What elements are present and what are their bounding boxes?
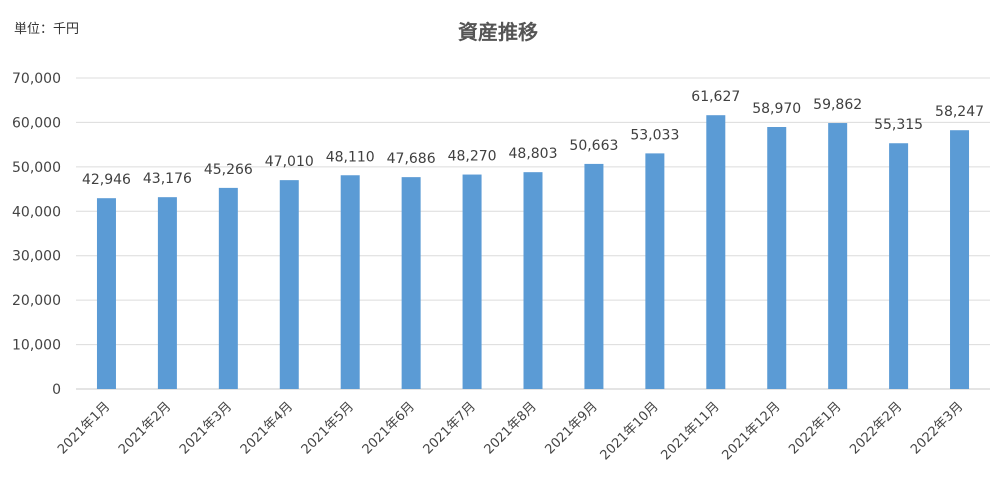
bar bbox=[767, 127, 787, 390]
data-label: 53,033 bbox=[630, 127, 679, 143]
data-label: 58,970 bbox=[752, 101, 801, 117]
data-label: 58,247 bbox=[935, 104, 984, 120]
bar bbox=[645, 153, 665, 389]
data-label: 55,315 bbox=[874, 117, 923, 133]
x-tick-label: 2022年2月 bbox=[847, 399, 905, 457]
y-tick-label: 0 bbox=[52, 382, 61, 398]
x-tick-label: 2021年5月 bbox=[299, 399, 357, 457]
data-label: 50,663 bbox=[569, 138, 618, 154]
bar bbox=[706, 115, 726, 389]
bar bbox=[828, 123, 848, 389]
bar bbox=[889, 143, 909, 389]
y-tick-label: 60,000 bbox=[12, 115, 61, 131]
x-tick-label: 2021年1月 bbox=[55, 399, 113, 457]
x-tick-label: 2021年2月 bbox=[116, 399, 174, 457]
data-label: 48,270 bbox=[448, 149, 497, 165]
chart-title: 資産推移 bbox=[458, 20, 538, 44]
bar bbox=[157, 197, 177, 389]
bar bbox=[950, 130, 970, 389]
y-tick-label: 20,000 bbox=[12, 293, 61, 309]
x-tick-label: 2021年12月 bbox=[719, 399, 783, 463]
data-label: 42,946 bbox=[82, 172, 131, 188]
x-tick-label: 2021年11月 bbox=[659, 399, 723, 463]
data-label: 47,686 bbox=[387, 151, 436, 167]
data-label: 61,627 bbox=[691, 89, 740, 105]
y-tick-label: 30,000 bbox=[12, 249, 61, 265]
data-label: 43,176 bbox=[143, 171, 192, 187]
y-tick-label: 40,000 bbox=[12, 204, 61, 220]
y-tick-label: 50,000 bbox=[12, 160, 61, 176]
data-label: 45,266 bbox=[204, 162, 253, 178]
bar bbox=[340, 175, 360, 389]
bar bbox=[462, 174, 482, 389]
x-tick-label: 2021年4月 bbox=[238, 399, 296, 457]
unit-label: 単位：千円 bbox=[14, 22, 80, 37]
x-tick-label: 2021年9月 bbox=[543, 399, 601, 457]
bar bbox=[279, 180, 299, 389]
x-tick-label: 2021年8月 bbox=[482, 399, 540, 457]
data-label: 47,010 bbox=[265, 154, 314, 170]
x-tick-label: 2021年10月 bbox=[598, 399, 662, 463]
x-tick-label: 2022年1月 bbox=[786, 399, 844, 457]
x-tick-label: 2022年3月 bbox=[908, 399, 966, 457]
bar bbox=[584, 163, 604, 389]
y-tick-label: 10,000 bbox=[12, 338, 61, 354]
data-label: 48,110 bbox=[326, 149, 375, 165]
data-label: 48,803 bbox=[509, 146, 558, 162]
y-tick-label: 70,000 bbox=[12, 71, 61, 87]
bar bbox=[523, 172, 543, 389]
x-tick-label: 2021年3月 bbox=[177, 399, 235, 457]
x-tick-label: 2021年7月 bbox=[421, 399, 479, 457]
data-label: 59,862 bbox=[813, 97, 862, 113]
bar bbox=[218, 187, 238, 389]
x-tick-label: 2021年6月 bbox=[360, 399, 418, 457]
bar bbox=[401, 177, 421, 389]
bar bbox=[96, 198, 116, 389]
